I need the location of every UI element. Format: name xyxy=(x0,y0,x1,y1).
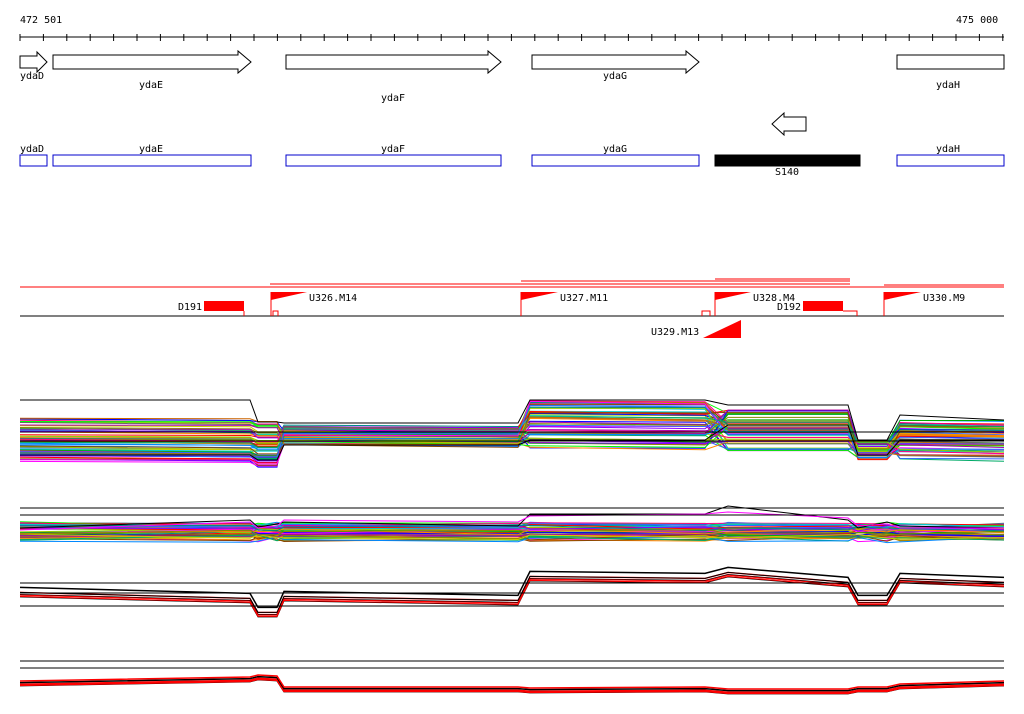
expression-profile-panel-3 xyxy=(19,566,1005,618)
gene-arrow-ydaD[interactable] xyxy=(19,50,48,74)
coordinate-ruler xyxy=(19,34,1004,41)
gene-arrow-label: ydaD xyxy=(20,71,44,82)
transcript-label: D191 xyxy=(178,302,202,313)
s-feature-label: S140 xyxy=(775,167,799,178)
expression-profile-line xyxy=(19,675,1005,692)
expression-profile-line xyxy=(19,524,1005,532)
gene-arrow-ydaG[interactable] xyxy=(531,49,700,75)
expression-profile-panel-1 xyxy=(19,399,1005,468)
gene-box-label: ydaD xyxy=(20,144,44,155)
transcript-label: U328.M4 xyxy=(753,293,795,304)
s-feature-block[interactable] xyxy=(714,154,861,167)
transcript-bracket xyxy=(701,310,711,316)
gene-box-label: ydaH xyxy=(936,144,960,155)
expression-profile-line xyxy=(19,574,1005,616)
transcript-label: U329.M13 xyxy=(651,327,699,338)
transcript-U326-flag[interactable] xyxy=(271,292,307,300)
expression-profile-panel-4 xyxy=(19,660,1005,695)
expression-profile-line xyxy=(19,435,1005,453)
transcript-label: U326.M14 xyxy=(309,293,357,304)
expression-profile-line xyxy=(19,528,1005,536)
expression-profile-line xyxy=(20,399,1005,441)
expression-profile-line xyxy=(19,566,1005,609)
transcript-U330-flag[interactable] xyxy=(884,292,921,300)
expression-profile-line xyxy=(19,426,1005,458)
gene-box-label: ydaF xyxy=(381,144,405,155)
expression-profile-line xyxy=(19,528,1005,536)
expression-profile-line xyxy=(20,424,1004,461)
expression-profile-line xyxy=(19,677,1005,693)
expression-profile-line xyxy=(19,571,1005,613)
gene-box-label: ydaG xyxy=(603,144,627,155)
gene-arrow-label: ydaF xyxy=(381,93,405,104)
transcript-label: U330.M9 xyxy=(923,293,965,304)
gene-box-ydaH[interactable] xyxy=(896,154,1005,167)
expression-profile-line xyxy=(19,400,1005,450)
coord-end-label: 475 000 xyxy=(956,15,998,26)
transcript-D192-block[interactable] xyxy=(803,301,843,311)
gene-arrow-label: ydaH xyxy=(936,80,960,91)
transcript-label: U327.M11 xyxy=(560,293,608,304)
gene-box-label: ydaE xyxy=(139,144,163,155)
gene-arrow-label: ydaE xyxy=(139,80,163,91)
transcript-D191-block[interactable] xyxy=(204,301,244,311)
transcript-U328-flag[interactable] xyxy=(715,292,751,300)
transcript-U329-flag[interactable] xyxy=(703,320,741,338)
expression-profile-line xyxy=(19,534,1005,542)
gene-arrow-ydaE[interactable] xyxy=(52,49,252,75)
transcript-bracket xyxy=(843,310,858,316)
gene-box-ydaF[interactable] xyxy=(285,154,502,167)
expression-profile-line xyxy=(20,533,1005,541)
gene-annotation-track: ydaD ydaE ydaF ydaG S140 ydaH xyxy=(19,144,1005,178)
expression-profile-line xyxy=(19,530,1005,537)
expression-profile-line xyxy=(19,409,1005,448)
expression-profile-line xyxy=(19,404,1005,458)
expression-profile-panel-2 xyxy=(19,505,1005,544)
expression-profile-line xyxy=(19,575,1005,617)
gene-box-ydaD[interactable] xyxy=(19,154,48,167)
gene-box-ydaE[interactable] xyxy=(52,154,252,167)
transcript-U327-flag[interactable] xyxy=(521,292,558,300)
transcript-label: D192 xyxy=(777,302,801,313)
gene-arrow-ydaH[interactable] xyxy=(896,54,1005,70)
expression-profile-line xyxy=(19,678,1005,695)
expression-profile-line xyxy=(19,421,1005,451)
expression-profile-line xyxy=(19,505,1005,529)
transcription-unit-track: D191 U326.M14 U327.M11 U328.M4 D192 U33 xyxy=(20,278,1004,338)
gene-arrow-label: ydaG xyxy=(603,71,627,82)
coord-start-label: 472 501 xyxy=(20,15,62,26)
reverse-strand-arrow[interactable] xyxy=(771,111,807,137)
gene-arrow-ydaF[interactable] xyxy=(285,49,502,75)
transcript-bracket xyxy=(272,310,279,316)
expression-profile-line xyxy=(19,674,1005,690)
gene-box-ydaG[interactable] xyxy=(531,154,700,167)
gene-arrow-track: ydaD ydaE ydaF ydaG ydaH xyxy=(19,49,1005,137)
